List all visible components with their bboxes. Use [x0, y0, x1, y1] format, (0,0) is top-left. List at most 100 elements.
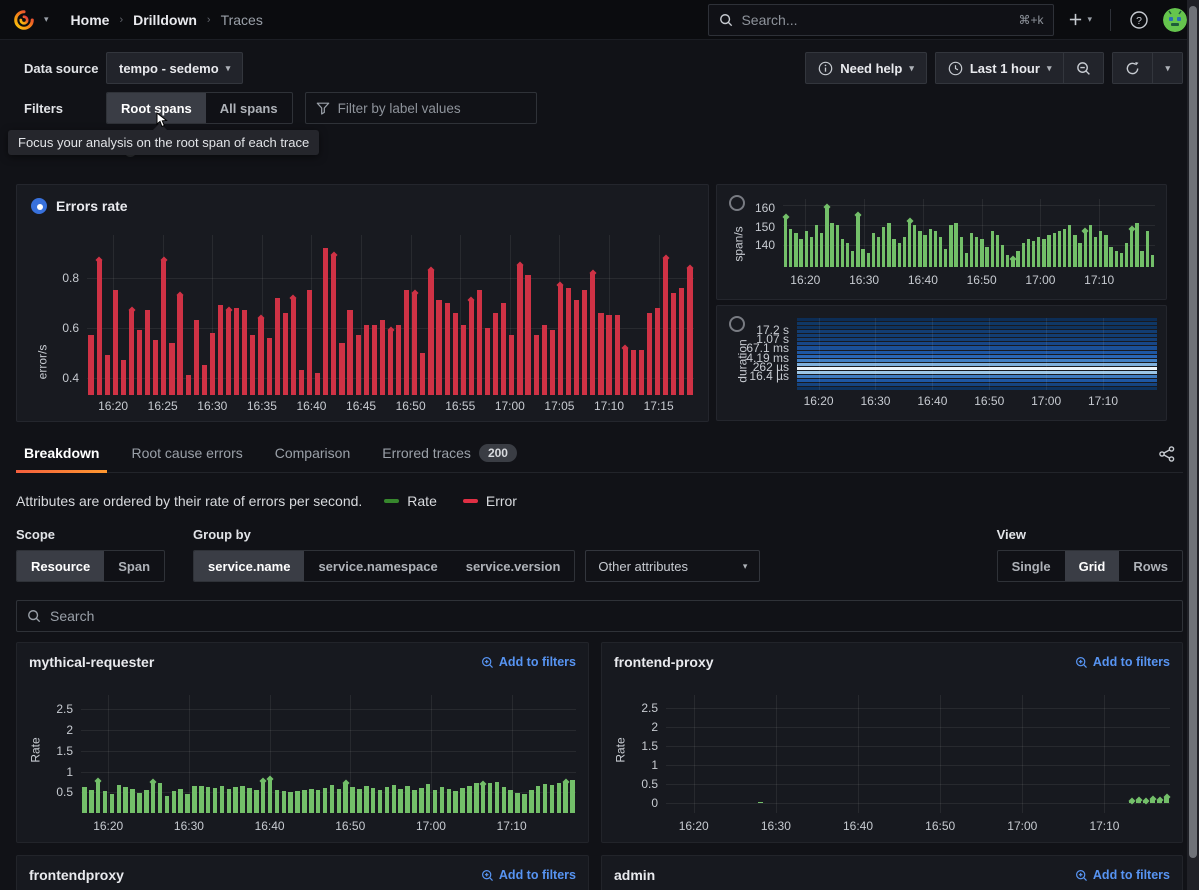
span-rate-chart[interactable] [782, 199, 1155, 267]
bar [529, 790, 534, 813]
refresh-button[interactable] [1112, 52, 1153, 84]
bar [533, 335, 539, 395]
add-to-filters-button[interactable]: Add to filters [481, 868, 576, 882]
bar [563, 781, 568, 813]
span-scope-toggle: Root spans All spans [106, 92, 293, 124]
bar [959, 237, 963, 267]
bar [758, 802, 763, 804]
legend-item-error[interactable]: Error [462, 493, 517, 509]
scrollbar-thumb[interactable] [1189, 6, 1197, 858]
new-button[interactable]: ▾ [1062, 4, 1098, 36]
segment-option[interactable]: Rows [1119, 551, 1182, 581]
data-source-value: tempo - sedemo [119, 60, 219, 76]
bar [104, 355, 110, 395]
bar [254, 790, 259, 813]
bar [1119, 253, 1124, 267]
add-to-filters-button[interactable]: Add to filters [1075, 868, 1170, 882]
bar [145, 310, 151, 395]
mythical-requester-chart[interactable] [81, 695, 576, 813]
bar [439, 787, 445, 813]
help-button[interactable]: ? [1123, 4, 1155, 36]
bar [783, 217, 788, 267]
bar [1114, 251, 1118, 267]
refresh-interval-dropdown[interactable]: ▾ [1152, 52, 1183, 84]
duration-heatmap-chart[interactable] [797, 318, 1157, 391]
add-to-filters-button[interactable]: Add to filters [481, 655, 576, 669]
bar [364, 786, 369, 813]
bar [598, 312, 604, 395]
tab-errored-traces[interactable]: Errored traces 200 [374, 436, 525, 472]
bar [851, 251, 855, 267]
span-rate-radio[interactable] [729, 195, 745, 211]
bar [306, 290, 313, 395]
add-to-filters-label: Add to filters [1092, 655, 1170, 669]
rate-y-ticks: 2.5 2 1.5 1 0.5 [56, 702, 73, 800]
bar [902, 237, 907, 267]
segment-option[interactable]: service.namespace [304, 551, 451, 581]
bar [501, 787, 506, 813]
bar [487, 783, 493, 813]
add-to-filters-button[interactable]: Add to filters [1075, 655, 1170, 669]
bar [794, 233, 798, 267]
segment-option[interactable]: Root spans [107, 93, 206, 123]
user-avatar[interactable] [1163, 7, 1187, 32]
segment-option[interactable]: service.version [452, 551, 575, 581]
bar [663, 257, 669, 395]
search-shortcut: ⌘+k [1018, 12, 1044, 27]
bar [102, 791, 108, 813]
need-help-button[interactable]: Need help ▾ [805, 52, 927, 84]
label-filter-input[interactable]: Filter by label values [304, 92, 537, 124]
bar [646, 312, 653, 395]
duration-radio[interactable] [729, 316, 745, 332]
bar [336, 788, 341, 813]
panel-title: frontendproxy [29, 867, 124, 883]
bar [876, 237, 881, 267]
tab-breakdown[interactable]: Breakdown [16, 436, 108, 473]
org-switcher-chevron-icon[interactable]: ▾ [44, 14, 49, 24]
errors-rate-radio[interactable] [31, 198, 47, 214]
bar [964, 253, 969, 267]
segment-option[interactable]: Single [998, 551, 1065, 581]
bar [1078, 243, 1082, 267]
bar [371, 325, 377, 395]
bar [420, 352, 426, 395]
breadcrumb-traces[interactable]: Traces [220, 11, 263, 28]
segment-option[interactable]: Grid [1064, 551, 1120, 581]
segment-option[interactable]: Span [104, 551, 164, 581]
bar [363, 325, 369, 395]
bar [1037, 237, 1041, 267]
global-search-input[interactable] [741, 11, 1011, 28]
bar [120, 360, 126, 395]
breadcrumb-home[interactable]: Home [70, 11, 110, 28]
grafana-logo[interactable] [12, 8, 36, 32]
page-scrollbar[interactable] [1187, 0, 1199, 890]
legend-item-rate[interactable]: Rate [384, 493, 437, 509]
frontend-proxy-chart[interactable] [666, 695, 1171, 813]
metric-panels-row: Errors rate error/s 0.8 0.6 0.4 16:20 16:25… [0, 132, 1199, 422]
segment-option[interactable]: Resource [17, 551, 105, 581]
tab-root-cause-errors[interactable]: Root cause errors [131, 445, 243, 461]
data-source-picker[interactable]: tempo - sedemo ▾ [106, 52, 244, 84]
segment-option[interactable]: All spans [206, 93, 292, 123]
add-to-filters-label: Add to filters [1092, 868, 1170, 882]
global-search-bar[interactable]: ⌘+k [708, 3, 1055, 36]
chevron-right-icon: › [119, 13, 124, 26]
attribute-search-bar[interactable]: Search [16, 600, 1183, 632]
segment-option[interactable]: service.name [194, 551, 305, 581]
rate-x-ticks: 16:20 16:30 16:40 16:50 17:00 17:10 [93, 819, 527, 833]
bar [123, 787, 128, 813]
bar [404, 290, 410, 395]
breadcrumb-drilldown[interactable]: Drilldown [133, 11, 197, 28]
tab-comparison[interactable]: Comparison [274, 445, 351, 461]
zoom-out-time-button[interactable] [1063, 52, 1105, 84]
duration-panel: duration 17.2 s 1.07 s 67.1 ms 4.19 ms 262 µ… [716, 305, 1167, 421]
bar [799, 239, 803, 267]
errors-rate-chart[interactable] [87, 235, 694, 395]
share-button[interactable] [1151, 440, 1183, 468]
bar [570, 779, 575, 813]
bar [234, 307, 240, 395]
bar [1016, 251, 1020, 267]
other-attributes-dropdown[interactable]: Other attributes ▾ [585, 550, 761, 582]
time-range-picker[interactable]: Last 1 hour ▾ [934, 52, 1064, 84]
bar [350, 787, 355, 813]
